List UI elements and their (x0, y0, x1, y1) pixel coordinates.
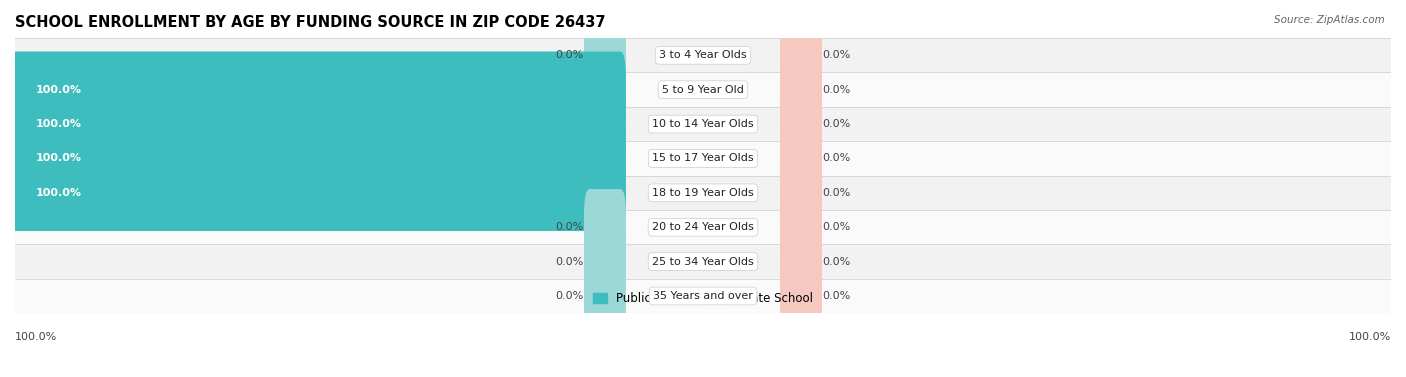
Text: Source: ZipAtlas.com: Source: ZipAtlas.com (1274, 15, 1385, 25)
FancyBboxPatch shape (780, 155, 823, 231)
FancyBboxPatch shape (583, 258, 626, 334)
FancyBboxPatch shape (780, 120, 823, 197)
FancyBboxPatch shape (583, 224, 626, 300)
FancyBboxPatch shape (780, 86, 823, 162)
FancyBboxPatch shape (780, 189, 823, 265)
FancyBboxPatch shape (780, 258, 823, 334)
FancyBboxPatch shape (15, 210, 1391, 244)
FancyBboxPatch shape (15, 141, 1391, 176)
FancyBboxPatch shape (15, 279, 1391, 313)
FancyBboxPatch shape (780, 224, 823, 300)
FancyBboxPatch shape (10, 86, 626, 162)
Text: 0.0%: 0.0% (555, 222, 583, 232)
FancyBboxPatch shape (780, 52, 823, 128)
FancyBboxPatch shape (780, 17, 823, 93)
Text: 3 to 4 Year Olds: 3 to 4 Year Olds (659, 50, 747, 60)
FancyBboxPatch shape (10, 155, 626, 231)
FancyBboxPatch shape (15, 72, 1391, 107)
FancyBboxPatch shape (15, 38, 1391, 72)
FancyBboxPatch shape (583, 189, 626, 265)
FancyBboxPatch shape (15, 107, 1391, 141)
Text: 0.0%: 0.0% (823, 119, 851, 129)
FancyBboxPatch shape (583, 17, 626, 93)
Text: 15 to 17 Year Olds: 15 to 17 Year Olds (652, 153, 754, 164)
Text: 100.0%: 100.0% (1348, 332, 1391, 342)
Text: 10 to 14 Year Olds: 10 to 14 Year Olds (652, 119, 754, 129)
Text: 100.0%: 100.0% (35, 153, 82, 164)
FancyBboxPatch shape (15, 176, 1391, 210)
Text: 20 to 24 Year Olds: 20 to 24 Year Olds (652, 222, 754, 232)
Text: 0.0%: 0.0% (823, 222, 851, 232)
FancyBboxPatch shape (10, 52, 626, 128)
Text: 0.0%: 0.0% (823, 257, 851, 267)
Text: 0.0%: 0.0% (823, 85, 851, 95)
Text: 0.0%: 0.0% (823, 50, 851, 60)
Text: 100.0%: 100.0% (35, 188, 82, 198)
Text: 18 to 19 Year Olds: 18 to 19 Year Olds (652, 188, 754, 198)
Text: 0.0%: 0.0% (823, 291, 851, 301)
Text: 0.0%: 0.0% (823, 188, 851, 198)
Text: 100.0%: 100.0% (35, 119, 82, 129)
Text: 100.0%: 100.0% (15, 332, 58, 342)
Legend: Public School, Private School: Public School, Private School (588, 288, 818, 310)
Text: 100.0%: 100.0% (35, 85, 82, 95)
Text: 0.0%: 0.0% (555, 291, 583, 301)
Text: 35 Years and over: 35 Years and over (652, 291, 754, 301)
Text: 0.0%: 0.0% (555, 50, 583, 60)
FancyBboxPatch shape (15, 244, 1391, 279)
Text: 0.0%: 0.0% (823, 153, 851, 164)
Text: SCHOOL ENROLLMENT BY AGE BY FUNDING SOURCE IN ZIP CODE 26437: SCHOOL ENROLLMENT BY AGE BY FUNDING SOUR… (15, 15, 606, 30)
Text: 5 to 9 Year Old: 5 to 9 Year Old (662, 85, 744, 95)
Text: 0.0%: 0.0% (555, 257, 583, 267)
FancyBboxPatch shape (10, 120, 626, 197)
Text: 25 to 34 Year Olds: 25 to 34 Year Olds (652, 257, 754, 267)
